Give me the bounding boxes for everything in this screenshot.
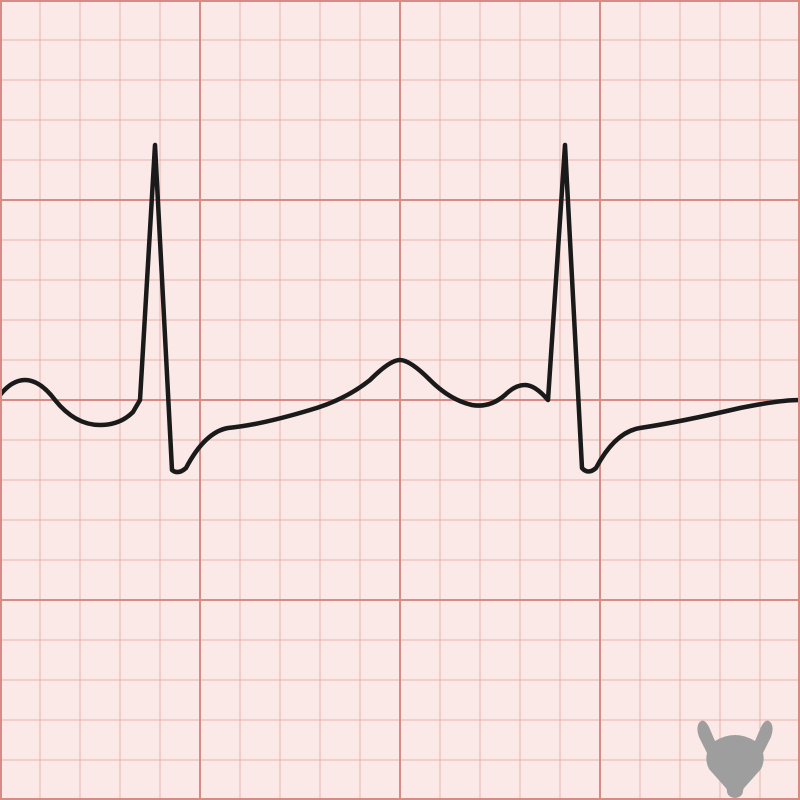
- ecg-chart: [0, 0, 800, 800]
- ecg-svg: [0, 0, 800, 800]
